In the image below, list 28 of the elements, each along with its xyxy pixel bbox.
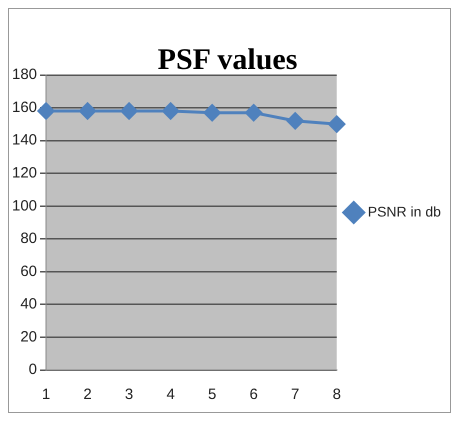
point — [162, 102, 180, 120]
y-tick-label: 160 — [12, 98, 38, 116]
y-tick-label: 120 — [12, 164, 38, 182]
x-tick-label: 7 — [291, 386, 300, 404]
y-tick-label: 180 — [12, 66, 38, 84]
point — [38, 102, 55, 120]
y-tick-label: 20 — [20, 328, 38, 346]
x-tick-label: 2 — [83, 386, 92, 404]
x-tick-label: 6 — [250, 386, 258, 404]
y-tick-label: 100 — [12, 197, 38, 214]
x-tick-label: 4 — [166, 386, 175, 404]
legend-label: PSNR in db — [368, 203, 442, 220]
x-tick-label: 8 — [332, 386, 341, 404]
y-tick-label: 40 — [20, 296, 38, 313]
y-tick-label: 0 — [28, 361, 38, 378]
chart-title: PSF values — [158, 42, 298, 76]
x-tick-label: 1 — [42, 386, 50, 404]
x-tick-label: 3 — [124, 386, 134, 404]
y-tick-label: 140 — [12, 132, 38, 149]
point — [245, 104, 262, 122]
point — [204, 104, 221, 122]
point — [286, 112, 304, 130]
point — [328, 116, 346, 133]
point — [79, 102, 96, 120]
x-tick-label: 5 — [208, 386, 216, 404]
y-tick-label: 60 — [20, 262, 38, 280]
point — [120, 102, 138, 120]
y-tick-label: 80 — [20, 230, 38, 248]
